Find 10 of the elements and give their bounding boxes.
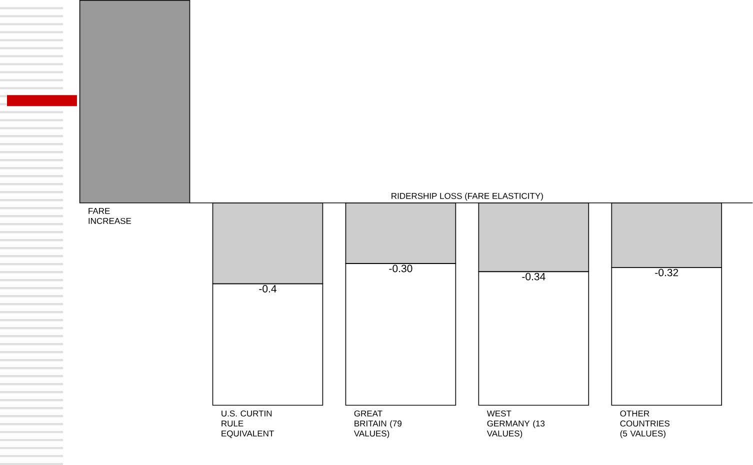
data-label: -0.32 xyxy=(655,268,678,276)
data-label: -0.34 xyxy=(522,272,546,280)
x-tick-label: WEST GERMANY (13 VALUES) xyxy=(486,410,545,438)
x-tick-label: GREAT BRITAIN (79 VALUES) xyxy=(354,410,402,438)
x-tick-label: OTHER COUNTRIES (5 VALUES) xyxy=(620,410,670,438)
x-tick-label: U.S. CURTIN RULE EQUIVALENT xyxy=(222,410,274,438)
x-tick-label: FARE INCREASE xyxy=(88,208,132,224)
data-label: -0.30 xyxy=(389,264,412,272)
annotation: RIDERSHIP LOSS (FARE ELASTICITY) xyxy=(392,192,543,201)
data-label: -0.4 xyxy=(259,284,276,292)
